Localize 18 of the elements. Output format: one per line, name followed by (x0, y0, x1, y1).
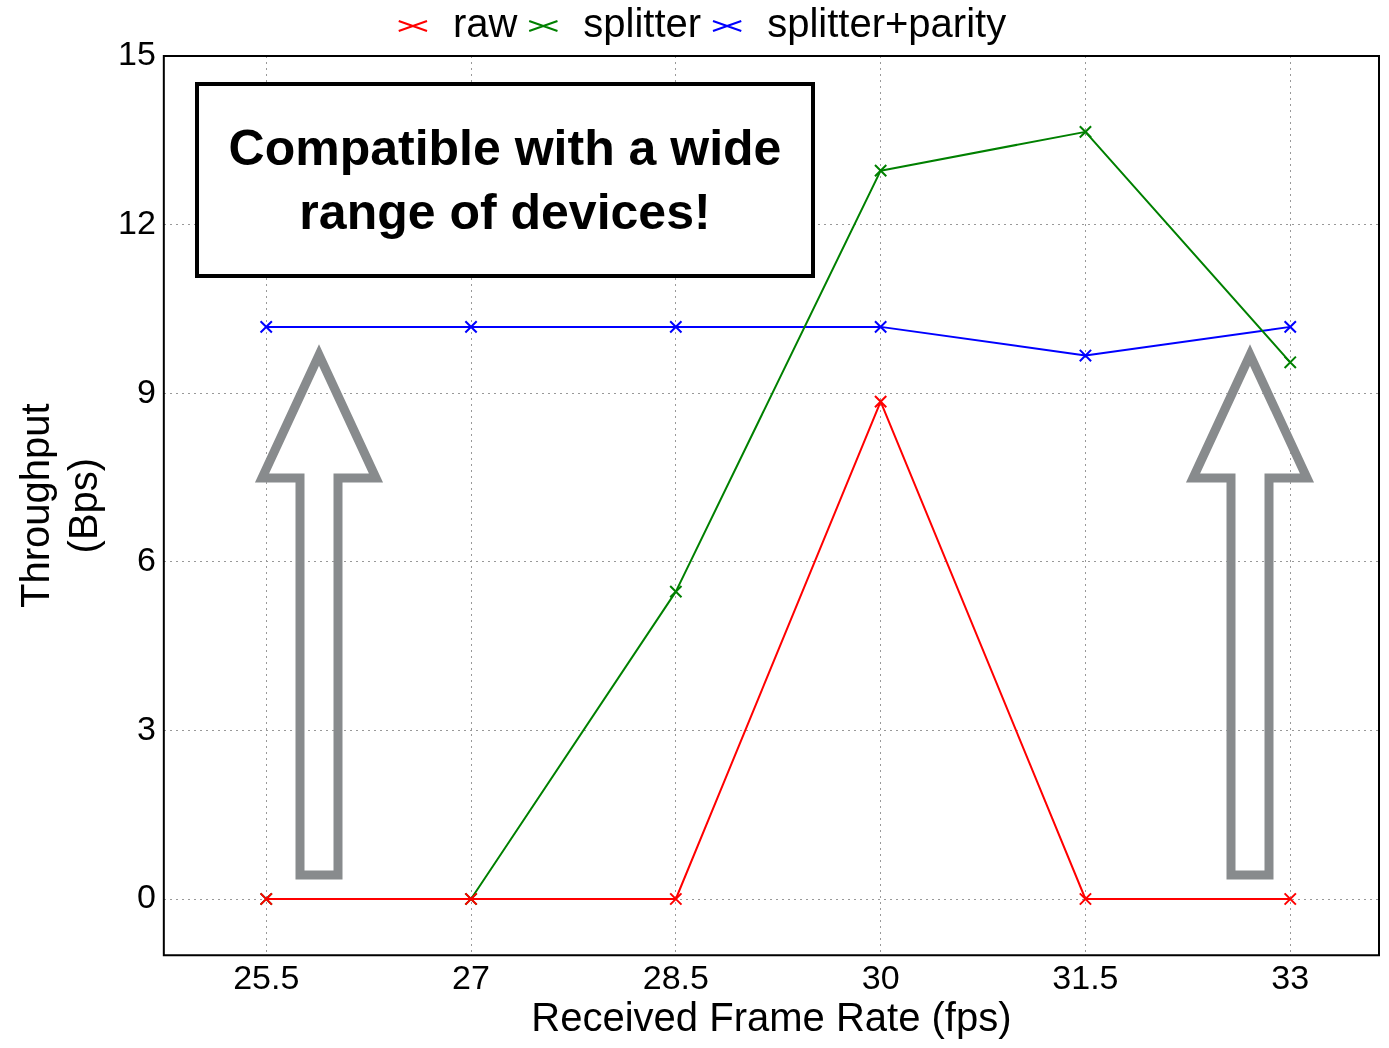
legend-label: raw (452, 1, 518, 46)
x-tick-label: 28.5 (642, 957, 709, 996)
y-tick-label: 3 (136, 708, 156, 747)
x-tick-label: 27 (452, 957, 490, 996)
legend-label: splitter+parity (767, 1, 1007, 46)
y-axis-title: Throughput (Bps) (13, 403, 106, 608)
legend-label: splitter (583, 1, 702, 46)
x-tick-label: 25.5 (233, 957, 300, 996)
y-tick-label: 9 (136, 371, 156, 410)
x-tick-label: 30 (861, 957, 900, 996)
y-tick-label: 15 (117, 34, 156, 73)
annotation: Compatible with a wide range of devices! (195, 82, 815, 278)
x-tick-label: 31.5 (1052, 957, 1119, 996)
y-tick-label: 12 (117, 202, 156, 241)
x-axis-title: Received Frame Rate (fps) (531, 995, 1012, 1040)
x-tick-label: 33 (1271, 957, 1310, 996)
y-tick-label: 0 (136, 877, 156, 916)
y-tick-label: 6 (136, 540, 156, 579)
